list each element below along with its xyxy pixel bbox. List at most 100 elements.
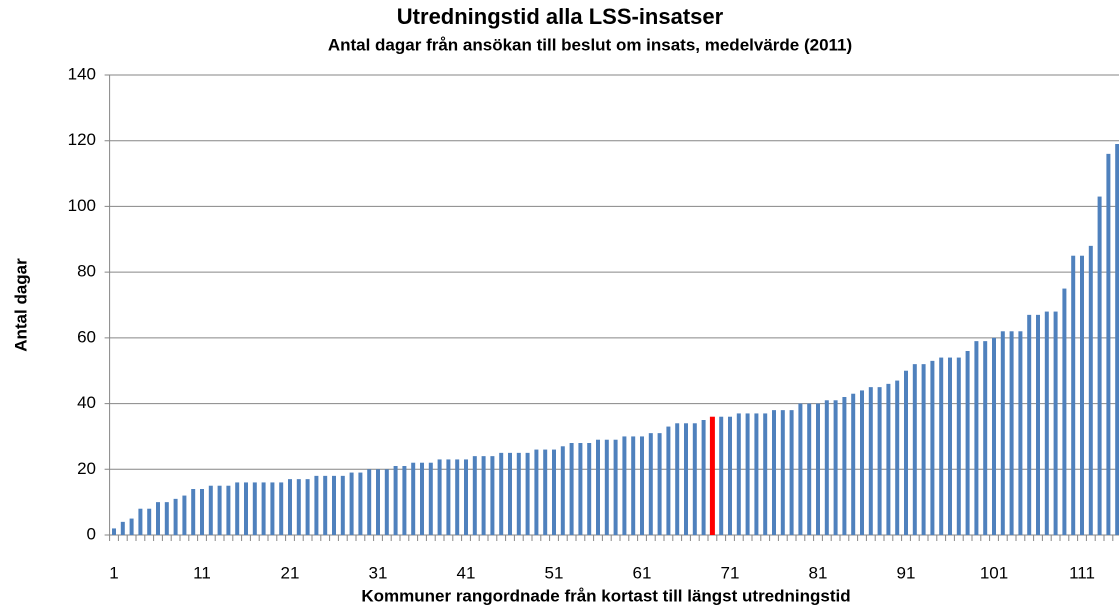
bar — [217, 485, 222, 535]
bar — [191, 489, 196, 535]
bar — [1097, 196, 1102, 536]
x-tick-label: 101 — [980, 563, 1008, 582]
y-tick-label: 80 — [77, 262, 96, 281]
bar — [1115, 144, 1119, 535]
y-tick-label: 140 — [68, 64, 96, 83]
bar — [384, 469, 389, 535]
bar — [446, 459, 451, 535]
bar — [323, 475, 328, 535]
bar — [1071, 255, 1076, 535]
bar — [948, 357, 952, 535]
chart-title: Utredningstid alla LSS-insatser — [397, 4, 724, 29]
x-tick-label: 11 — [193, 563, 211, 582]
bar — [455, 459, 460, 535]
bar — [912, 364, 917, 535]
bar — [112, 528, 116, 535]
y-tick-label: 40 — [77, 393, 96, 412]
y-tick-label: 20 — [77, 459, 96, 478]
bar — [701, 420, 706, 535]
bar — [648, 433, 653, 535]
x-axis-label: Kommuner rangordnade från kortast till l… — [361, 586, 850, 605]
x-tick-label: 41 — [457, 563, 476, 582]
bar — [560, 446, 565, 535]
bar — [824, 400, 829, 535]
bar — [516, 452, 521, 535]
bar — [481, 456, 486, 535]
x-tick-label: 111 — [1069, 563, 1095, 582]
bar — [173, 498, 178, 535]
bar — [437, 459, 442, 535]
bar — [270, 482, 275, 535]
bar — [868, 387, 873, 535]
bar — [736, 413, 741, 535]
bar — [411, 462, 416, 535]
bar — [349, 472, 354, 535]
bar — [833, 400, 838, 535]
bar — [279, 482, 284, 535]
bar — [763, 413, 768, 535]
x-tick-label: 61 — [633, 563, 652, 582]
bar — [552, 449, 556, 535]
bar — [1036, 314, 1040, 535]
bar — [1009, 331, 1014, 535]
bar — [288, 479, 292, 535]
bar — [851, 393, 856, 535]
bar — [235, 482, 240, 535]
bar — [754, 413, 759, 535]
bar — [789, 410, 794, 535]
bar — [120, 521, 125, 535]
bar — [1044, 311, 1049, 535]
bar — [992, 337, 996, 535]
bar — [1062, 288, 1067, 535]
bar — [860, 390, 864, 535]
bar — [314, 475, 319, 535]
x-tick-label: 51 — [545, 563, 564, 582]
bar — [226, 485, 231, 535]
bar — [640, 436, 644, 535]
bar — [842, 397, 847, 535]
bar — [208, 485, 213, 535]
bar — [622, 436, 627, 535]
bar — [543, 449, 548, 535]
bar — [596, 439, 600, 535]
bar — [1080, 255, 1084, 535]
y-tick-label: 120 — [68, 130, 96, 149]
bar — [780, 410, 785, 535]
bar — [340, 475, 345, 535]
bar — [464, 459, 468, 535]
bar — [252, 482, 257, 535]
bar — [587, 443, 592, 535]
bar — [675, 423, 680, 535]
bar — [490, 456, 495, 535]
x-tick-label: 1 — [109, 563, 118, 582]
bar — [138, 508, 143, 535]
bar — [428, 462, 433, 535]
bar — [807, 403, 812, 535]
bar — [1053, 311, 1058, 535]
bar — [816, 403, 820, 535]
chart-subtitle: Antal dagar från ansökan till beslut om … — [328, 35, 852, 54]
bar — [877, 387, 882, 535]
bar — [358, 472, 363, 535]
bar — [129, 518, 134, 535]
bar — [1027, 314, 1032, 535]
bar — [719, 416, 724, 535]
bar — [508, 452, 512, 535]
bar — [631, 436, 636, 535]
bar — [921, 364, 926, 535]
y-axis-label: Antal dagar — [11, 258, 30, 352]
bar — [666, 426, 671, 535]
bar — [367, 469, 372, 535]
bar — [296, 479, 301, 535]
y-tick-label: 100 — [68, 196, 96, 215]
bar — [472, 456, 477, 535]
y-tick-label: 0 — [87, 524, 96, 543]
bar — [578, 443, 583, 535]
bar — [1106, 153, 1111, 535]
bar — [393, 466, 398, 535]
x-tick-label: 81 — [809, 563, 828, 582]
bar — [1018, 331, 1023, 535]
bar — [147, 508, 152, 535]
bar — [402, 466, 407, 535]
